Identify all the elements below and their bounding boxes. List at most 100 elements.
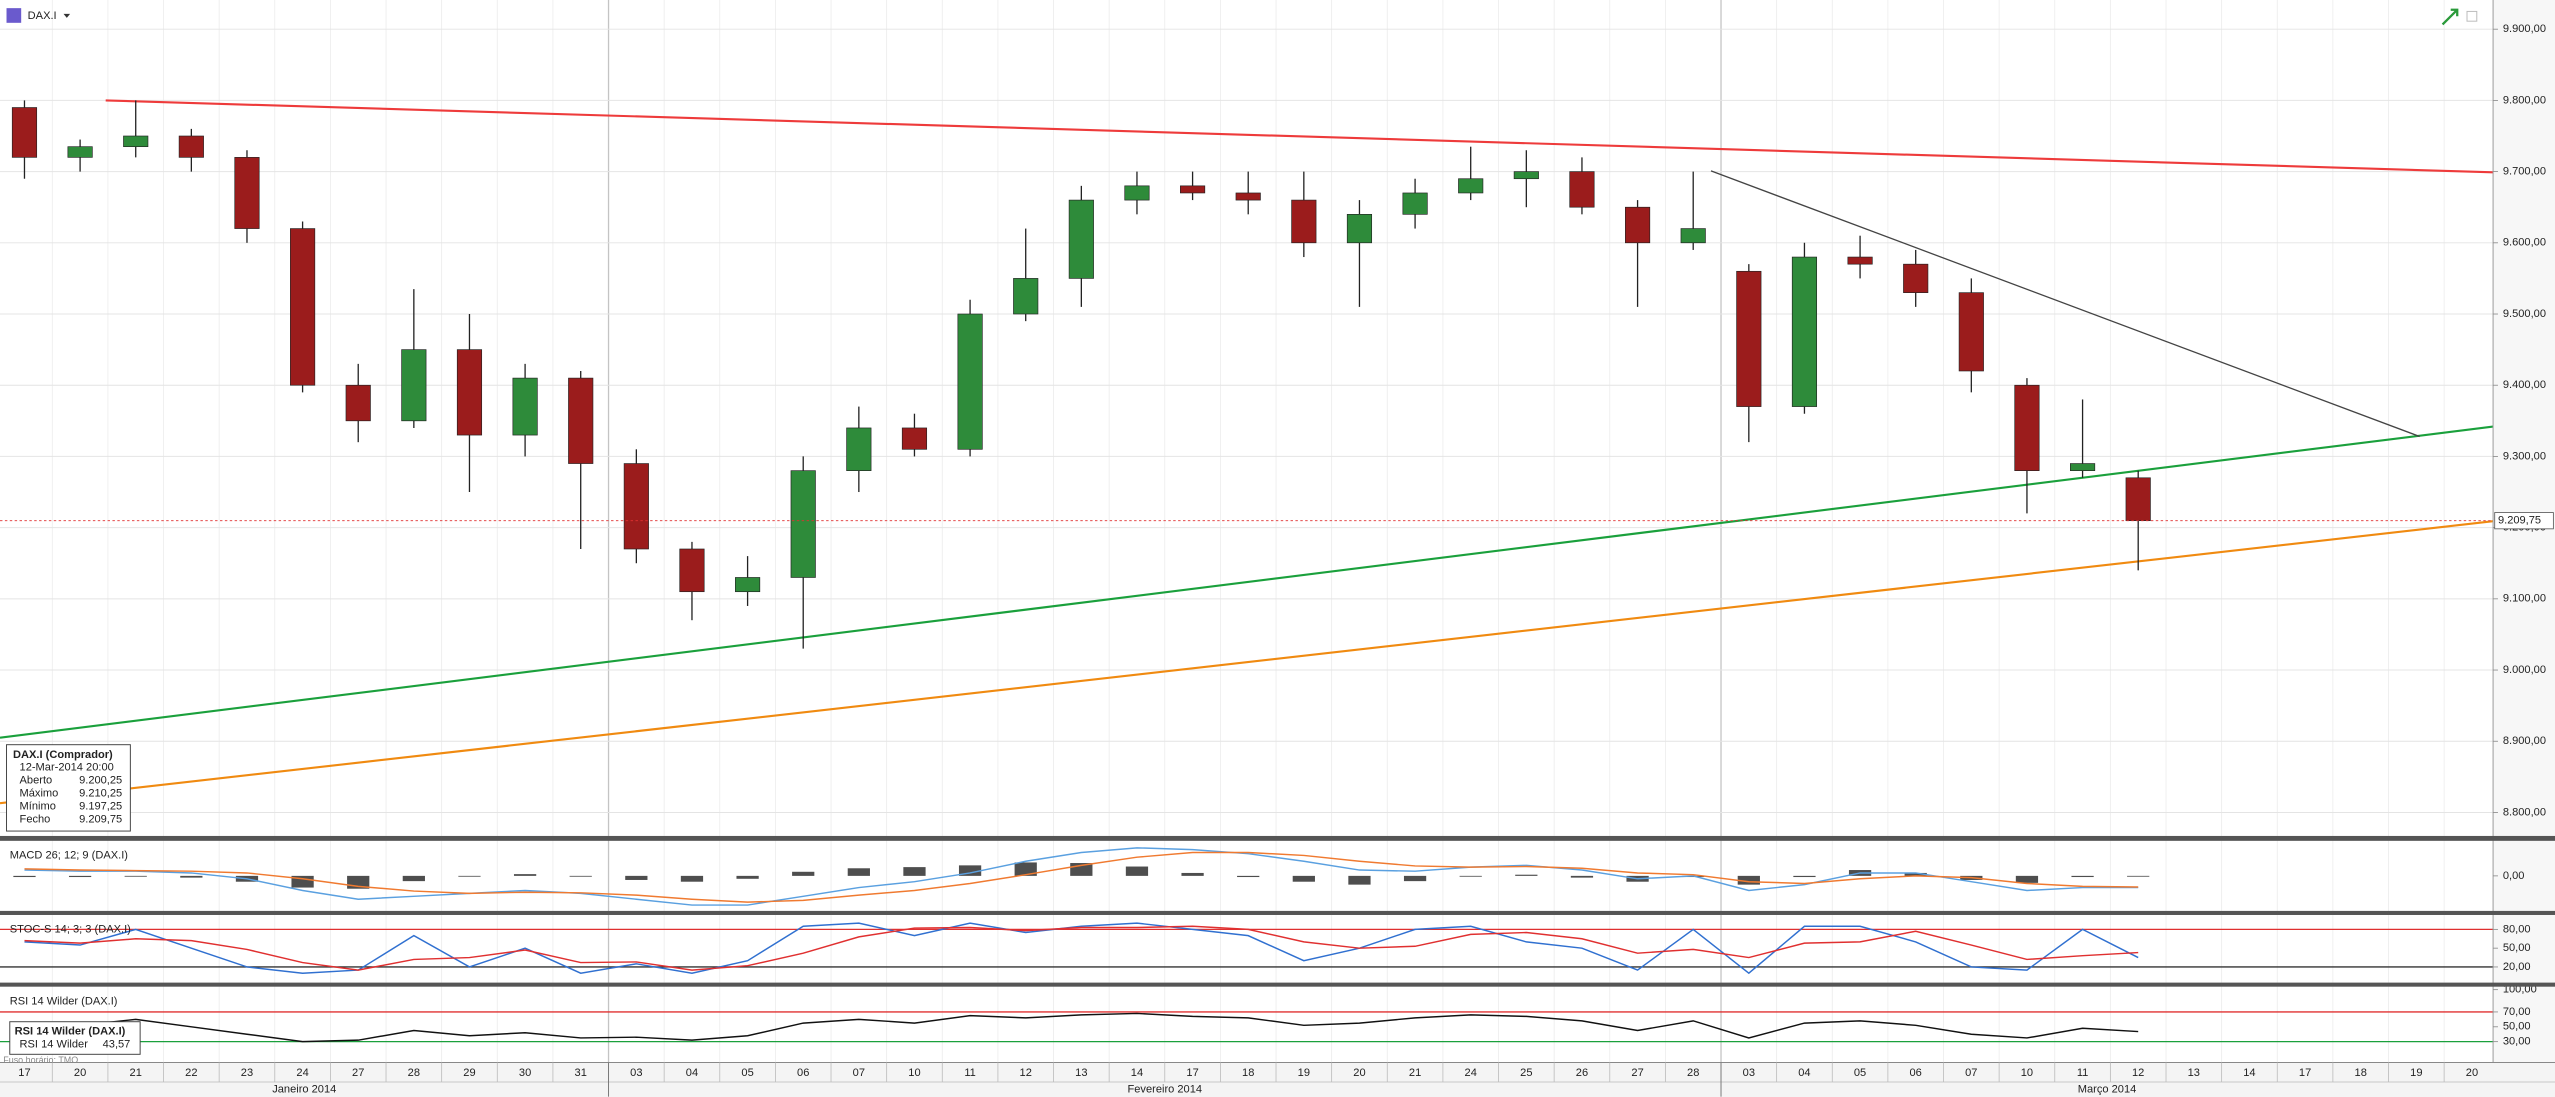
date-label: 20 (2466, 1067, 2478, 1079)
date-label: 18 (2355, 1067, 2367, 1079)
y-tick-label: 9.700,00 (2503, 166, 2546, 178)
histogram-bar (1793, 875, 1816, 878)
info-value: 9.200,25 (79, 774, 122, 786)
histogram-bar (2127, 875, 2150, 877)
date-label: 12 (2132, 1067, 2144, 1079)
symbol[interactable]: DAX.I (28, 10, 57, 22)
y-tick-label: 9.600,00 (2503, 237, 2546, 249)
candle-body (1847, 256, 1873, 265)
date-label: 22 (185, 1067, 197, 1079)
histogram-bar (1570, 875, 1594, 878)
histogram-bar (513, 874, 537, 876)
date-label: 19 (1298, 1067, 1310, 1079)
date-label: 06 (1910, 1067, 1922, 1079)
histogram-bar (1014, 862, 1037, 876)
panel-separator (0, 910, 2555, 915)
date-label: 24 (1465, 1067, 1477, 1079)
date-label: 03 (1743, 1067, 1755, 1079)
histogram-bar (402, 875, 425, 882)
date-label: 17 (2299, 1067, 2311, 1079)
candle-body (1013, 278, 1039, 315)
histogram-bar (180, 875, 203, 878)
histogram-bar (1904, 872, 1927, 876)
date-label: 13 (2188, 1067, 2200, 1079)
candle-body (1402, 192, 1428, 215)
candle-body (1458, 178, 1484, 194)
histogram-bar (1459, 875, 1482, 877)
trendline[interactable] (0, 520, 2494, 805)
date-axis (0, 1062, 2555, 1097)
candle-body (1180, 185, 1206, 194)
rsi-legend-value: 43,57 (103, 1038, 131, 1050)
histogram-bar (1737, 875, 1760, 885)
date-label: 05 (1854, 1067, 1866, 1079)
candle-body (512, 377, 538, 436)
date-label: 20 (74, 1067, 86, 1079)
histogram-bar (1292, 875, 1315, 882)
candle-body (623, 463, 649, 550)
candle-body (1513, 171, 1539, 180)
y-tick-label: 70,00 (2503, 1006, 2531, 1018)
candle-body (2125, 477, 2151, 522)
trendline[interactable] (1710, 170, 2420, 438)
histogram-bar (1181, 872, 1204, 876)
info-value: 9.197,25 (79, 801, 122, 813)
histogram-bar (1515, 874, 1538, 876)
date-label: 21 (130, 1067, 142, 1079)
candle-body (456, 349, 483, 436)
candle-body (790, 470, 816, 578)
candle-body (1291, 199, 1317, 244)
date-label: 07 (1965, 1067, 1977, 1079)
candle-body (1736, 270, 1762, 407)
y-tick-label: 9.100,00 (2503, 593, 2546, 605)
date-label: 11 (964, 1067, 975, 1079)
date-label: 04 (1798, 1067, 1810, 1079)
candle-body (234, 157, 260, 229)
info-value: 9.209,75 (79, 814, 122, 826)
date-label: 25 (1520, 1067, 1532, 1079)
histogram-bar (680, 875, 704, 882)
candle-body (1625, 206, 1651, 244)
histogram-bar (68, 875, 92, 878)
candle-body (123, 135, 149, 148)
y-tick-label: 9.400,00 (2503, 379, 2546, 391)
trendline[interactable] (105, 99, 2494, 174)
info-time: 12-Mar-2014 20:00 (20, 761, 114, 773)
histogram-bar (1403, 875, 1427, 882)
date-label: 29 (463, 1067, 475, 1079)
info-key: Aberto (20, 774, 53, 786)
dropdown-arrow[interactable] (63, 13, 71, 18)
date-label: 11 (2077, 1067, 2088, 1079)
date-label: 04 (686, 1067, 698, 1079)
candle-body (1903, 263, 1929, 293)
candle-body (2070, 463, 2096, 471)
panel-button[interactable] (2466, 10, 2478, 22)
month-label: Fevereiro 2014 (1128, 1083, 1203, 1095)
y-tick-label: 8.900,00 (2503, 735, 2546, 747)
histogram-bar (1237, 875, 1260, 878)
y-tick-label: 9.500,00 (2503, 308, 2546, 320)
indicator-title[interactable]: MACD 26; 12; 9 (DAX.I) (10, 849, 128, 861)
trend-icon[interactable] (2441, 8, 2459, 26)
candle-body (290, 228, 316, 386)
date-label: 06 (797, 1067, 809, 1079)
candle-body (1235, 192, 1261, 201)
candle-body (1346, 214, 1373, 244)
date-label: 30 (519, 1067, 531, 1079)
indicator-line (24, 851, 2139, 903)
candle-body (2014, 384, 2040, 471)
info-key: Máximo (20, 788, 59, 800)
candle-body (345, 384, 371, 422)
symbol-icon[interactable] (6, 8, 22, 23)
indicator-title[interactable]: RSI 14 Wilder (DAX.I) (10, 995, 118, 1007)
date-labels: 17 20 21 22 23 24 27 28 29 30 31 03 04 05 06 07 10 11 12 13… (18, 1062, 2478, 1097)
panel-separator (0, 835, 2555, 841)
candle-body (401, 349, 427, 422)
trendline[interactable] (0, 425, 2494, 739)
histogram-bar (569, 875, 592, 877)
indicator-title[interactable]: STOC-S 14; 3; 3 (DAX.I) (10, 924, 131, 936)
histogram-bar (291, 875, 314, 888)
y-tick-label: 0,00 (2503, 870, 2525, 882)
